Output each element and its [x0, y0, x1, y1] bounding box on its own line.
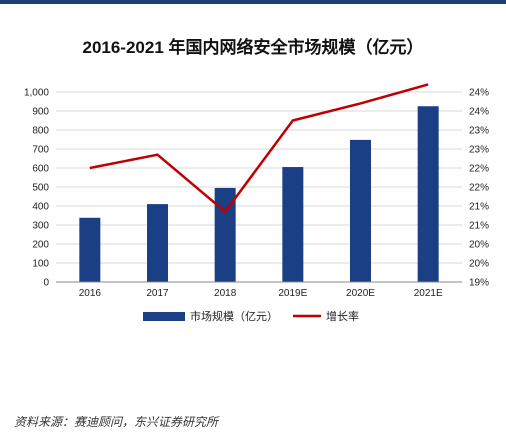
bar: [147, 204, 168, 282]
left-tick-label: 500: [32, 183, 49, 194]
right-tick-label: 22%: [469, 183, 489, 194]
growth-line-series: [89, 83, 429, 213]
left-axis-ticks: 0 100 200 300 400 500 600 700 800 900 1,000: [24, 88, 49, 289]
left-tick-label: 900: [32, 107, 49, 118]
bar: [350, 139, 371, 282]
legend-bar-label: 市场规模（亿元）: [190, 309, 278, 323]
legend-line-label: 增长率: [326, 309, 359, 323]
gridlines: [56, 91, 462, 264]
right-tick-label: 23%: [469, 145, 489, 156]
top-rule: [0, 0, 506, 4]
x-tick-label: 2021E: [414, 288, 443, 299]
x-tick-label: 2016: [79, 288, 102, 299]
x-tick-label: 2018: [214, 288, 237, 299]
left-tick-label: 600: [32, 164, 49, 175]
right-tick-label: 19%: [469, 278, 489, 289]
x-tick-label: 2019E: [278, 288, 307, 299]
growth-line: [89, 83, 429, 213]
left-tick-label: 0: [43, 278, 49, 289]
x-tick-label: 2017: [146, 288, 169, 299]
bar-series: [79, 106, 439, 282]
bar: [79, 217, 101, 282]
source-note: 资料来源：赛迪顾问，东兴证券研究所: [14, 415, 220, 429]
left-tick-label: 300: [32, 221, 49, 232]
right-tick-label: 22%: [469, 164, 489, 175]
bar: [282, 167, 304, 282]
left-tick-label: 200: [32, 240, 49, 251]
right-tick-label: 20%: [469, 240, 489, 251]
right-tick-label: 21%: [469, 202, 489, 213]
x-tick-label: 2020E: [346, 288, 375, 299]
bar: [214, 187, 236, 282]
legend-bar-swatch: [143, 312, 185, 321]
x-axis-ticks: 2016 2017 2018 2019E 2020E 2021E: [79, 288, 443, 299]
left-tick-label: 100: [32, 259, 49, 270]
left-tick-label: 700: [32, 145, 49, 156]
chart-title: 2016-2021 年国内网络安全市场规模（亿元）: [82, 37, 423, 57]
right-tick-label: 24%: [469, 107, 489, 118]
right-tick-label: 21%: [469, 221, 489, 232]
left-tick-label: 800: [32, 126, 49, 137]
bar: [417, 106, 439, 282]
right-tick-label: 24%: [469, 88, 489, 99]
left-tick-label: 1,000: [24, 88, 49, 99]
legend: 市场规模（亿元） 增长率: [143, 309, 359, 323]
left-tick-label: 400: [32, 202, 49, 213]
right-tick-label: 23%: [469, 126, 489, 137]
right-tick-label: 20%: [469, 259, 489, 270]
right-axis-ticks: 19% 20% 20% 21% 21% 22% 22% 23% 23% 24% 24%: [469, 88, 489, 289]
